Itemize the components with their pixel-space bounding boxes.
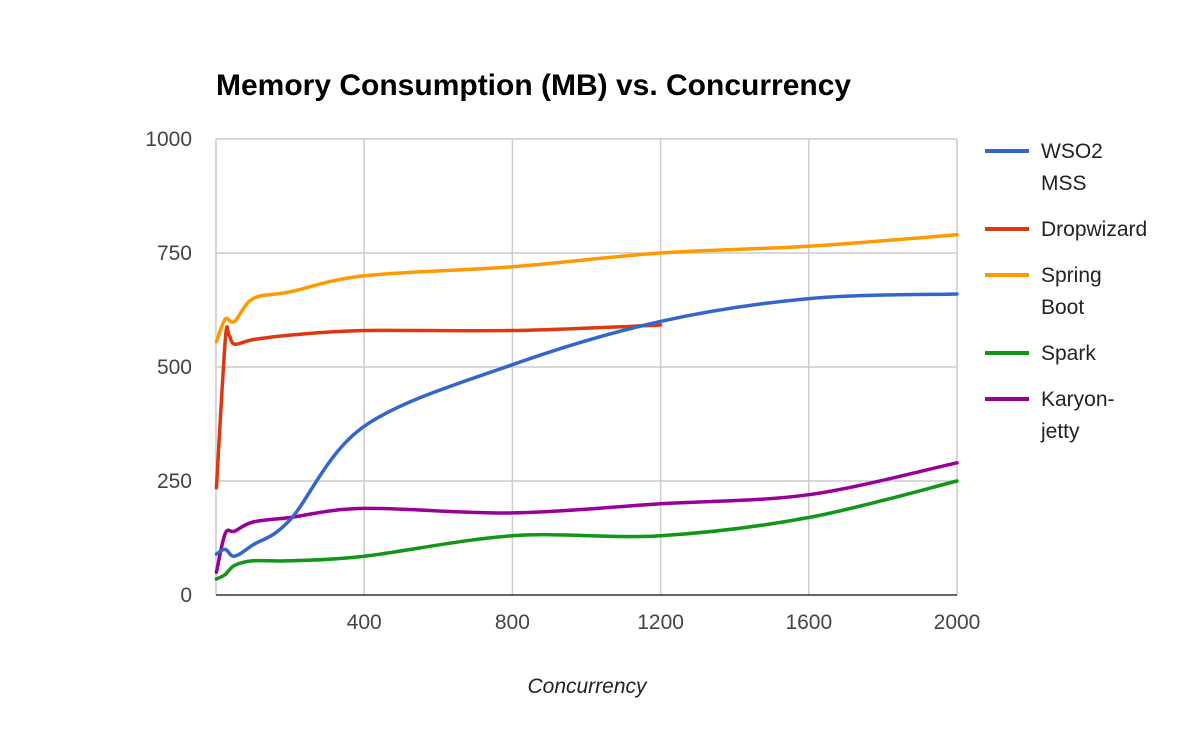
x-tick-label: 800 — [495, 611, 530, 634]
y-tick-label: 500 — [157, 356, 192, 379]
x-axis-ticks: 400 800 1200 1600 2000 — [347, 611, 981, 634]
series-line-karyon-jetty — [214, 461, 959, 574]
x-tick-label: 1600 — [785, 611, 832, 634]
x-axis-label: Concurrency — [527, 675, 648, 698]
series-line-dropwizard — [214, 323, 663, 490]
series-lines — [214, 233, 959, 581]
legend-label-wso2-mss: WSO2 MSS — [1041, 140, 1103, 195]
x-tick-label: 2000 — [934, 611, 981, 634]
series-line-spark — [214, 479, 959, 581]
y-axis-ticks: 0 250 500 750 1000 — [145, 128, 192, 607]
legend: WSO2 MSS Dropwizard Spring Boot Spark Karyon-j… — [985, 140, 1147, 443]
y-tick-label: 750 — [157, 242, 192, 265]
grid — [215, 138, 958, 595]
legend-label-dropwizard: Dropwizard — [1041, 218, 1147, 241]
series-line-wso2-mss — [214, 292, 959, 558]
legend-label-karyon-jetty: Karyon-jetty — [1040, 388, 1115, 443]
y-tick-label: 0 — [180, 584, 192, 607]
y-tick-label: 250 — [157, 470, 192, 493]
chart-title: Memory Consumption (MB) vs. Concurrency — [216, 69, 851, 102]
series-line-spring-boot — [214, 233, 959, 344]
legend-label-spark: Spark — [1041, 342, 1096, 365]
x-tick-label: 400 — [347, 611, 382, 634]
legend-label-spring-boot: Spring Boot — [1041, 264, 1102, 319]
x-tick-label: 1200 — [637, 611, 684, 634]
y-tick-label: 1000 — [145, 128, 192, 151]
